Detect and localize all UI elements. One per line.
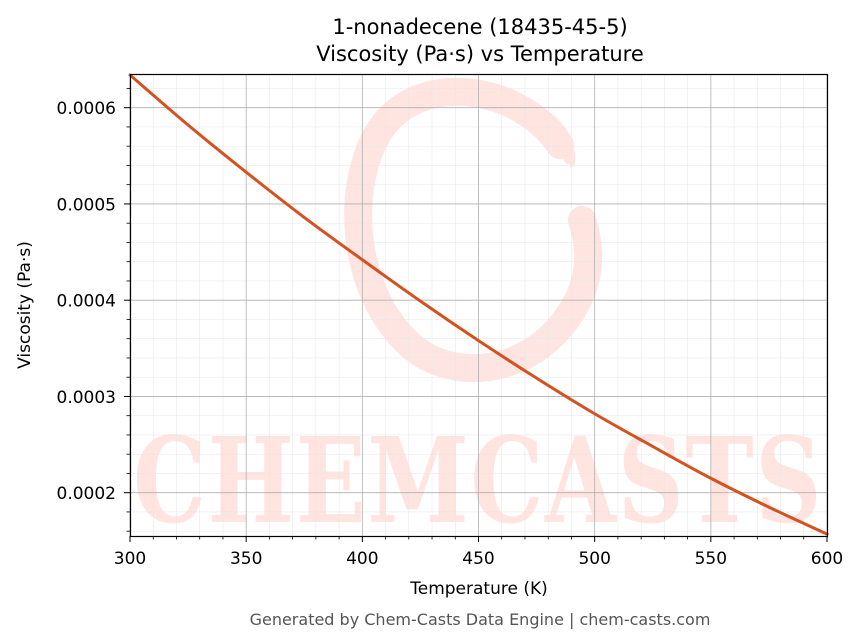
y-tick-label: 0.0005 [57,195,116,215]
footer-credit: Generated by Chem-Casts Data Engine | ch… [250,610,711,629]
x-tick-label: 350 [230,549,262,569]
chart-title: 1-nonadecene (18435-45-5) [332,15,627,39]
x-tick-labels: 300 350 400 450 500 550 600 [114,549,843,569]
x-tick-label: 400 [346,549,378,569]
y-tick-labels: 0.0002 0.0003 0.0004 0.0005 0.0006 [57,99,116,504]
x-tick-label: 600 [811,549,843,569]
x-tick-label: 300 [114,549,146,569]
x-tick-label: 500 [578,549,610,569]
axis-ticks [124,88,828,542]
x-tick-label: 550 [695,549,727,569]
viscosity-series-line [128,73,829,536]
y-axis-label: Viscosity (Pa·s) [15,241,35,369]
x-axis-label: Temperature (K) [409,579,548,599]
watermark-logo-icon [344,77,603,383]
watermark-text: CHEMCASTS [133,411,823,550]
y-tick-label: 0.0004 [57,292,116,312]
x-tick-label: 450 [462,549,494,569]
y-tick-label: 0.0006 [57,99,116,119]
chart-subtitle: Viscosity (Pa·s) vs Temperature [316,42,644,66]
y-tick-label: 0.0003 [57,388,116,408]
y-tick-label: 0.0002 [57,484,116,504]
